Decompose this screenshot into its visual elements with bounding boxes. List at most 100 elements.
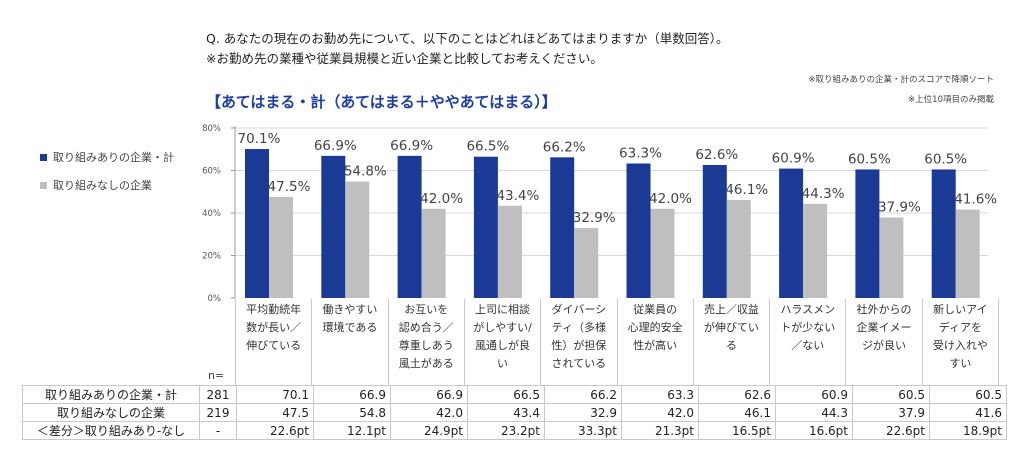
data-label-without: 46.1% <box>725 182 768 198</box>
category-label: ダイバーシ ティ（多様 性）が担保 されている <box>540 299 616 385</box>
table-cell: 66.5 <box>467 385 545 404</box>
data-table: 取り組みありの企業・計 281 70.1 66.9 66.9 66.5 66.2 63.3 62… <box>22 385 1007 440</box>
survey-question-note: ※お勤め先の業種や従業員規模と近い企業と比較してお考えください。 <box>206 51 603 66</box>
category-label-line: 尊重しあう <box>398 339 454 352</box>
data-label-with: 60.9% <box>772 151 815 167</box>
category-label-line: 平均勤続年 <box>246 303 302 316</box>
bar-without <box>803 203 828 298</box>
category-label: 社外からの 企業イメー ジが良い <box>845 299 921 385</box>
n-header: n= <box>208 369 225 382</box>
category-label-line: 企業イメー <box>856 321 912 334</box>
data-label-with: 60.5% <box>848 151 891 167</box>
category-label-line: 数が長い／ <box>246 321 302 334</box>
table-cell: 60.9 <box>775 385 853 404</box>
data-label-without: 54.8% <box>344 164 387 180</box>
bar-with <box>626 163 651 298</box>
row-n: - <box>199 421 237 440</box>
category-label-line: トが少ない <box>780 321 836 334</box>
table-cell: 66.2 <box>544 385 622 404</box>
category-label-line: 心理的安全 <box>627 321 683 334</box>
table-cell: 16.6pt <box>775 421 853 440</box>
category-label-line: 社外からの <box>856 303 912 316</box>
bar-without <box>726 200 751 298</box>
table-cell: 54.8 <box>313 403 391 422</box>
data-label-with: 66.9% <box>390 138 433 154</box>
table-cell: 66.9 <box>313 385 391 404</box>
row-n: 281 <box>199 385 237 404</box>
category-label-line: されている <box>551 357 607 370</box>
sort-note: ※取り組みありの企業・計のスコアで降順ソート <box>808 75 994 85</box>
table-cell: 42.0 <box>390 403 468 422</box>
bar-without <box>955 209 980 298</box>
category-label-line: る <box>725 339 737 352</box>
category-label-line: 風土がある <box>398 357 454 370</box>
table-cell: 37.9 <box>852 403 930 422</box>
table-cell: 42.0 <box>621 403 699 422</box>
data-label-without: 42.0% <box>649 191 692 207</box>
table-cell: 24.9pt <box>390 421 468 440</box>
bar-with <box>321 155 346 298</box>
bar-with <box>779 168 804 298</box>
data-label-with: 63.3% <box>619 145 662 161</box>
category-label: 売上／収益 が伸びている <box>692 299 769 385</box>
row-label: 取り組みなしの企業 <box>22 403 200 422</box>
category-label-line: 新しいアイ <box>933 303 988 316</box>
table-cell: 60.5 <box>852 385 930 404</box>
table-cell: 47.5 <box>236 403 314 422</box>
y-tick-label: 60% <box>202 167 221 177</box>
table-cell: 23.2pt <box>467 421 545 440</box>
category-label-line: 働きやすい <box>322 303 378 316</box>
bar-with <box>397 155 422 298</box>
category-label-line: 風通しが良 <box>475 339 531 352</box>
data-label-with: 62.6% <box>695 147 738 163</box>
data-label-with: 66.2% <box>543 139 586 155</box>
table-cell: 62.6 <box>698 385 776 404</box>
data-label-without: 41.6% <box>954 192 997 208</box>
legend-label-with: 取り組みありの企業・計 <box>53 151 174 164</box>
chart-title: 【あてはまる・計（あてはまる＋ややあてはまる）】 <box>206 93 557 111</box>
y-tick-label: 40% <box>202 209 221 219</box>
category-label-line: 環境である <box>322 321 378 334</box>
table-cell: 22.6pt <box>236 421 314 440</box>
y-tick-label: 80% <box>202 124 221 134</box>
category-label-line: お互いを <box>404 303 449 316</box>
category-label: お互いを 認め合う／ 尊重しあう 風土がある <box>387 299 464 385</box>
category-label: 従業員の心理的安全性が高い <box>616 299 693 385</box>
row-label: ＜差分＞取り組みあり-なし <box>22 421 200 440</box>
row-n: 219 <box>199 403 237 422</box>
bar-with <box>473 156 498 298</box>
category-label-line: 伸びている <box>246 339 302 352</box>
table-cell: 60.5 <box>929 385 1007 404</box>
table-cell: 21.3pt <box>621 421 699 440</box>
chart-legend: 取り組みありの企業・計 取り組みなしの企業 <box>40 143 174 199</box>
data-label-with: 66.9% <box>314 138 357 154</box>
bar-with <box>931 169 956 298</box>
category-label-line: ハラスメン <box>780 303 836 316</box>
data-label-with: 66.5% <box>466 139 509 155</box>
table-row: 取り組みありの企業・計 281 70.1 66.9 66.9 66.5 66.2 63.3 62… <box>22 385 1007 404</box>
survey-question: Q. あなたの現在のお勤め先について、以下のことはどれほどあてはまりますか（単数… <box>206 31 729 46</box>
category-label-line: が伸びてい <box>703 321 759 334</box>
data-label-with: 60.5% <box>924 151 967 167</box>
category-label-line: 性が高い <box>633 339 678 352</box>
bar-with <box>245 149 269 298</box>
category-label: ハラスメン トが少ない ／ない <box>769 299 845 385</box>
table-cell: 66.9 <box>390 385 468 404</box>
category-label-line: 上司に相談 <box>475 303 531 316</box>
table-cell: 33.3pt <box>544 421 622 440</box>
y-tick-label: 20% <box>202 252 221 262</box>
table-row: ＜差分＞取り組みあり-なし -22.6pt 12.1pt 24.9pt 23.2pt 33… <box>22 421 1007 440</box>
y-tick-label: 0% <box>208 294 222 304</box>
category-label-line: ディアを <box>938 321 982 334</box>
table-cell: 41.6 <box>929 403 1007 422</box>
table-cell: 63.3 <box>621 385 699 404</box>
category-label-line: い <box>497 357 509 370</box>
table-cell: 18.9pt <box>929 421 1007 440</box>
category-label-line: 従業員の <box>633 303 678 316</box>
category-label-line: すい <box>949 357 972 370</box>
table-cell: 32.9 <box>544 403 622 422</box>
table-cell: 16.5pt <box>698 421 776 440</box>
data-label-without: 47.5% <box>268 179 311 195</box>
bar-without <box>497 205 522 298</box>
